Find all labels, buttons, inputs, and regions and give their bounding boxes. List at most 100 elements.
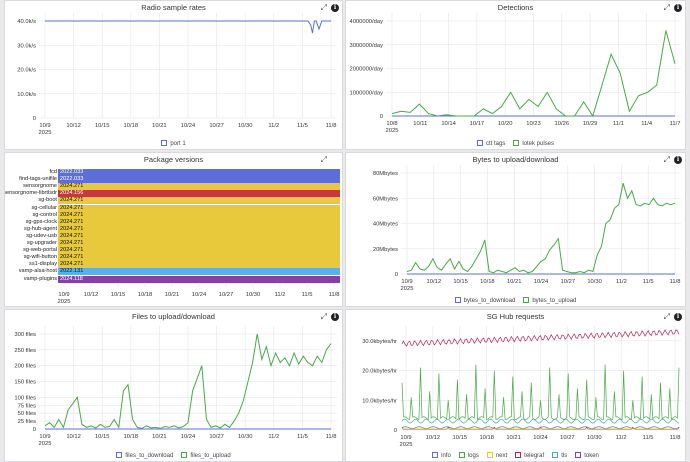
legend-label: info <box>441 453 451 459</box>
x-tick-label: 10/18 <box>138 292 153 298</box>
package-row: find-tags-unifile 2022.033 <box>19 176 340 184</box>
files-chart: 0 25 files 50 files 75 files 100 files 150 fi… <box>14 326 337 447</box>
legend-item[interactable]: logs <box>458 452 479 459</box>
info-icon[interactable]: i <box>331 313 339 321</box>
series-line-lotek-pulses <box>391 30 676 118</box>
expand-icon[interactable]: ⤢ <box>320 312 327 321</box>
x-tick-label: 10/20 <box>498 121 513 127</box>
panel-title: Detections <box>497 3 534 12</box>
package-name: ss1-display <box>29 261 57 268</box>
legend-item[interactable]: tls <box>552 452 567 459</box>
x-tick-label: 10/24 <box>181 123 196 129</box>
y-tick-label: 2000000/day <box>349 67 383 73</box>
x-tick-label: 10/12 <box>66 123 81 129</box>
x-tick-label: 10/26 <box>555 121 570 127</box>
legend-label: bytes_to_upload <box>532 298 577 304</box>
year-label: 2025 <box>39 441 52 447</box>
package-row: vamp-alsa-host 2022.131 <box>19 268 340 276</box>
package-version: 2024.271 <box>60 211 84 218</box>
expand-icon[interactable]: ⤢ <box>663 155 670 164</box>
y-tick-label: 40Mbytes <box>373 222 398 228</box>
x-tick-label: 10/27 <box>561 279 576 285</box>
legend-item[interactable]: files_to_download <box>116 452 173 459</box>
legend-item[interactable]: telegraf <box>515 452 544 459</box>
legend-label: files_to_download <box>125 453 174 459</box>
year-label: 2025 <box>401 286 414 292</box>
expand-icon[interactable]: ⤢ <box>320 155 327 164</box>
legend-item[interactable]: next <box>486 452 508 459</box>
legend-label: token <box>584 453 599 459</box>
package-row: ss1-display 2024.271 <box>29 261 340 269</box>
x-tick-label: 11/8 <box>326 123 337 129</box>
legend: info logs next telegraf tls token <box>346 452 685 459</box>
legend: bytes_to_download bytes_to_upload <box>346 297 685 304</box>
legend-swatch <box>116 452 123 458</box>
expand-icon[interactable]: ⤢ <box>320 3 327 12</box>
legend-item[interactable]: info <box>432 452 451 459</box>
package-name: sg-udev-usb <box>26 232 57 239</box>
x-tick-label: 11/8 <box>326 434 337 440</box>
info-icon[interactable]: i <box>674 156 682 164</box>
package-row: sg-gps-clock 2024.271 <box>26 218 340 226</box>
legend-item[interactable]: files_to_upload <box>181 452 231 459</box>
package-name: sg-hub-agent <box>24 225 57 232</box>
package-version: 2024.271 <box>60 240 84 246</box>
legend-item[interactable]: bytes_to_download <box>454 297 515 304</box>
x-tick-label: 10/27 <box>219 292 234 298</box>
x-tick-label: 10/18 <box>480 279 495 285</box>
y-tick-label: 300 files <box>14 332 36 338</box>
legend-label: lotek pulses <box>522 141 555 147</box>
panel-title: Bytes to upload/download <box>472 155 559 164</box>
y-tick-label: 20.0k/s <box>17 68 36 74</box>
y-tick-label: 150 files <box>14 380 36 386</box>
expand-icon[interactable]: ⤢ <box>663 3 670 12</box>
x-tick-label: 10/21 <box>165 292 180 298</box>
package-version: 2022.033 <box>60 169 84 175</box>
info-icon[interactable]: i <box>331 4 339 12</box>
legend-label: telegraf <box>524 453 545 459</box>
y-tick-label: 25 files <box>18 419 36 425</box>
hub-chart: 0 10.0kbytes/hr 20.0kbytes/hr 30.0kbytes/hr… <box>362 326 681 448</box>
x-tick-label: 10/15 <box>453 435 468 441</box>
legend-item[interactable]: bytes_to_upload <box>523 297 576 304</box>
legend-item[interactable]: token <box>575 452 599 459</box>
x-tick-label: 10/29 <box>583 121 598 127</box>
panel-files: Files to upload/download ⤢ i 0 25 files 50… <box>4 309 343 462</box>
series-line-bytes-to-upload <box>406 182 676 274</box>
legend-label: next <box>495 453 508 459</box>
legend-item[interactable]: lotek pulses <box>513 140 554 147</box>
x-tick-label: 10/12 <box>66 434 81 440</box>
package-name: fcd <box>49 169 57 175</box>
x-tick-label: 10/21 <box>507 279 522 285</box>
year-label: 2025 <box>58 299 71 305</box>
y-tick-label: 75 files <box>18 403 36 409</box>
y-tick-label: 10.0kbytes/hr <box>362 398 397 404</box>
x-tick-label: 10/9 <box>39 434 50 440</box>
legend-swatch <box>454 297 461 303</box>
bytes-chart: 0 20Mbytes 40Mbytes 60Mbytes 80Mbytes 10/9 10/… <box>373 165 681 292</box>
x-tick-label: 10/30 <box>238 434 253 440</box>
legend-item[interactable]: port 1 <box>161 140 186 147</box>
x-tick-label: 10/11 <box>413 121 427 127</box>
y-tick-label: 10.0k/s <box>17 92 36 98</box>
y-tick-label: 30.0k/s <box>17 43 36 49</box>
year-label: 2025 <box>400 442 413 448</box>
package-name: vamp-alsa-host <box>18 268 57 275</box>
y-tick-label: 0 <box>394 428 397 434</box>
x-tick-label: 10/21 <box>152 434 167 440</box>
x-tick-label: 10/9 <box>401 279 412 285</box>
y-tick-label: 30.0kbytes/hr <box>362 339 397 345</box>
legend-item[interactable]: ctt tags <box>476 140 505 147</box>
x-tick-label: 11/5 <box>302 292 313 298</box>
info-icon[interactable]: i <box>674 4 682 12</box>
package-name: sg-boot <box>38 197 57 204</box>
expand-icon[interactable]: ⤢ <box>663 312 670 321</box>
x-tick-label: 11/2 <box>268 434 279 440</box>
y-tick-label: 0 <box>380 114 383 120</box>
package-name: find-tags-unifile <box>19 176 57 183</box>
info-icon[interactable]: i <box>674 313 682 321</box>
y-tick-label: 60Mbytes <box>373 196 398 202</box>
package-name: sensorgnome-librtlsdr <box>4 190 57 197</box>
x-tick-label: 10/9 <box>400 435 411 441</box>
x-tick-label: 11/8 <box>670 435 681 441</box>
